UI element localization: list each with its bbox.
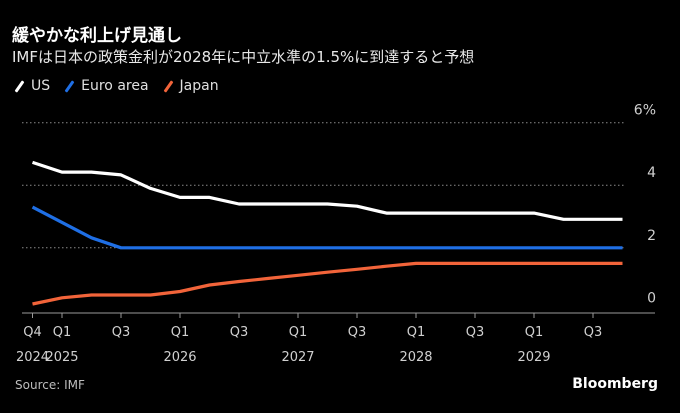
x-tick-label-quarter: Q1 — [53, 325, 72, 340]
x-axis: Q4 2024 Q1 2025 Q3 Q1 2026 Q3 Q1 2027 Q3 Q1 2028 Q3 Q1… — [16, 312, 655, 365]
x-tick-label-year: 2027 — [281, 350, 314, 365]
x-tick-label-quarter: Q1 — [407, 325, 426, 340]
y-tick-label: 4 — [647, 165, 656, 181]
x-tick-label-quarter: Q3 — [584, 325, 603, 340]
series-line-euro-area — [31, 205, 623, 250]
source-note: Source: IMF — [15, 378, 85, 392]
series-lines — [31, 160, 623, 306]
x-tick-label-quarter: Q1 — [289, 325, 308, 340]
legend-item-euro-area: Euro area — [64, 78, 149, 94]
chart-title: 緩やかな利上げ見通し — [12, 26, 182, 46]
y-tick-label: 2 — [647, 228, 656, 244]
legend-label-japan: Japan — [179, 78, 219, 94]
x-tick-label-quarter: Q3 — [348, 325, 367, 340]
legend-item-japan: Japan — [163, 78, 219, 94]
legend: US Euro area Japan — [14, 78, 219, 94]
gridlines — [22, 122, 626, 249]
y-tick-label: 6% — [634, 103, 656, 119]
x-tick-label-year: 2028 — [399, 350, 432, 365]
x-tick-label-year: 2025 — [45, 350, 78, 365]
x-tick-label-quarter: Q1 — [525, 325, 544, 340]
chart-subtitle: IMFは日本の政策金利が2028年に中立水準の1.5%に到達すると予想 — [12, 48, 475, 66]
x-tick-label-year: 2029 — [517, 350, 550, 365]
legend-label-us: US — [31, 78, 51, 94]
x-tick-label-year: 2026 — [163, 350, 196, 365]
y-tick-label: 0 — [647, 290, 656, 306]
series-line-us — [32, 160, 623, 221]
y-axis-labels: 0 2 4 6% — [634, 103, 656, 307]
x-tick-label-year: 2024 — [16, 350, 49, 365]
x-tick-label-quarter: Q3 — [466, 325, 485, 340]
legend-label-euro-area: Euro area — [81, 78, 149, 94]
legend-item-us: US — [14, 78, 50, 94]
x-tick-label-quarter: Q4 — [23, 325, 42, 340]
series-line-japan — [32, 261, 623, 306]
x-tick-label-quarter: Q3 — [230, 325, 249, 340]
x-tick-label-quarter: Q3 — [112, 325, 131, 340]
bloomberg-logo: Bloomberg — [572, 376, 658, 392]
x-tick-label-quarter: Q1 — [171, 325, 190, 340]
